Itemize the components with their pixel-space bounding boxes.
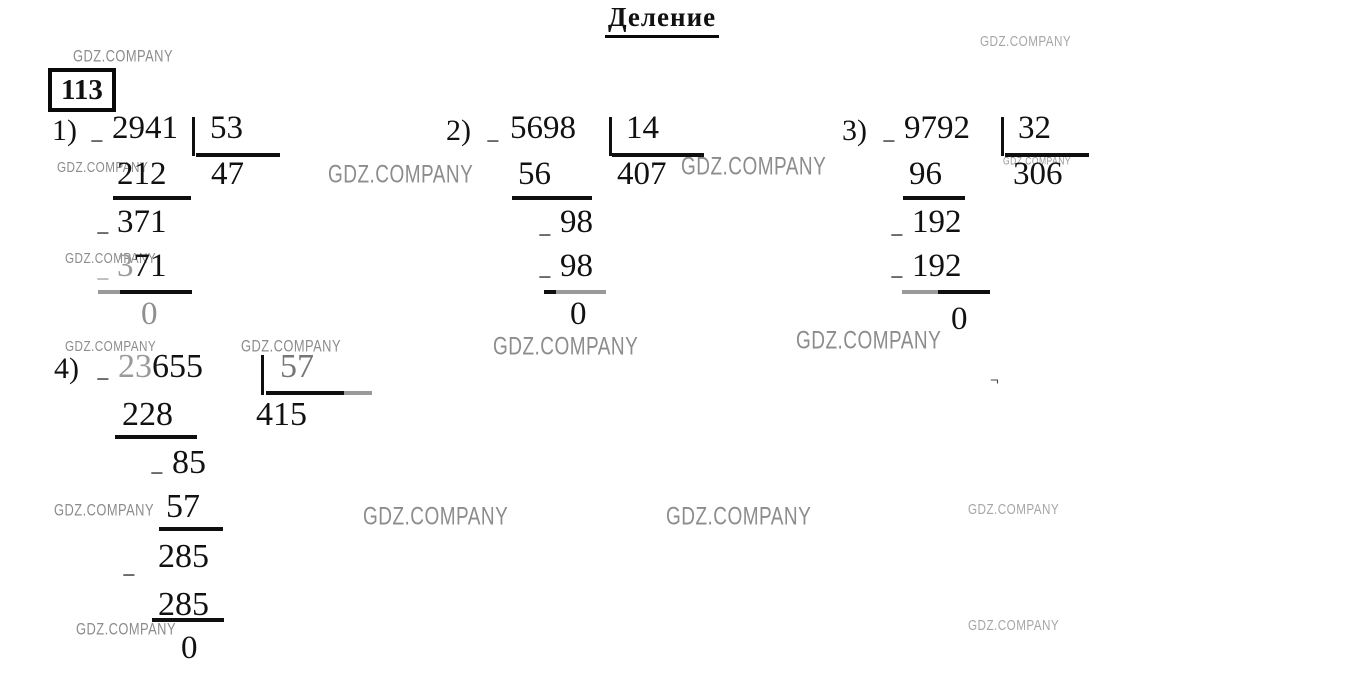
watermark: GDZ.COMPANY (328, 161, 474, 189)
step-underline (938, 290, 990, 294)
watermark: GDZ.COMPANY (65, 249, 157, 267)
watermark: GDZ.COMPANY (968, 616, 1060, 634)
divisor: 14 (626, 110, 659, 146)
quotient: 407 (617, 156, 667, 192)
divisor-underline (612, 153, 704, 157)
minus-sign: − (90, 129, 104, 155)
problem-number: 113 (48, 68, 116, 113)
quotient: 47 (211, 156, 244, 192)
step-underline (113, 196, 191, 200)
minus-sign: − (486, 129, 500, 155)
problem-label: 2) (446, 114, 471, 147)
step-value: 192 (912, 248, 962, 284)
divisor-bar (192, 117, 195, 156)
result-zero: 0 (951, 301, 968, 337)
watermark: GDZ.COMPANY (76, 619, 177, 639)
step-value: 98 (560, 204, 593, 240)
problem-label: 1) (52, 114, 77, 147)
step-value: 228 (122, 396, 173, 433)
minus-sign: − (96, 267, 110, 293)
dividend-faded: 23 (118, 348, 152, 385)
step-value: 192 (912, 204, 962, 240)
stray-mark: ¬ (990, 372, 999, 389)
step-value: 285 (158, 538, 209, 575)
step-value: 57 (166, 488, 200, 525)
problem-label: 4) (54, 352, 79, 385)
dividend: 9792 (904, 110, 970, 146)
divisor: 32 (1018, 110, 1051, 146)
step-underline (152, 618, 224, 622)
step-underline (544, 290, 566, 294)
dividend: 5698 (510, 110, 576, 146)
quotient: 415 (256, 396, 307, 433)
divisor: 57 (280, 348, 314, 385)
minus-sign: − (538, 223, 552, 249)
step-value: 85 (172, 444, 206, 481)
step-underline (512, 196, 592, 200)
minus-sign: − (538, 265, 552, 291)
minus-sign: − (890, 223, 904, 249)
step-underline (115, 435, 197, 439)
watermark: GDZ.COMPANY (1003, 155, 1071, 169)
divisor-underline (196, 153, 280, 157)
watermark: GDZ.COMPANY (57, 158, 149, 176)
minus-sign: − (96, 221, 110, 247)
watermark: GDZ.COMPANY (65, 337, 157, 355)
watermark: GDZ.COMPANY (980, 32, 1072, 50)
step-value-dark: 71 (133, 248, 167, 284)
watermark: GDZ.COMPANY (681, 153, 827, 181)
result-zero: 0 (181, 630, 198, 666)
watermark: GDZ.COMPANY (241, 336, 342, 356)
result-zero: 0 (141, 296, 158, 332)
divisor-underline (266, 391, 344, 395)
watermark: GDZ.COMPANY (666, 503, 812, 531)
minus-sign: − (882, 129, 896, 155)
step-value: 371 (117, 204, 167, 240)
step-value: 96 (909, 156, 942, 192)
step-underline (903, 196, 965, 200)
watermark: GDZ.COMPANY (968, 500, 1060, 518)
step-value-faded: 3 (117, 248, 134, 284)
minus-sign: − (96, 367, 110, 393)
step-value: 56 (518, 156, 551, 192)
divisor-underline (1005, 153, 1089, 157)
watermark: GDZ.COMPANY (493, 333, 639, 361)
watermark: GDZ.COMPANY (363, 503, 509, 531)
divisor-bar (1001, 117, 1004, 156)
step-underline (902, 290, 942, 294)
quotient: 306 (1013, 156, 1063, 192)
divisor-underline (344, 391, 372, 395)
step-underline (159, 527, 223, 531)
step-value: 98 (560, 248, 593, 284)
problem-label: 3) (842, 114, 867, 147)
minus-sign: − (890, 265, 904, 291)
dividend: 23655 (118, 350, 203, 384)
step-value: 371 (117, 250, 167, 283)
watermark: GDZ.COMPANY (796, 327, 942, 355)
step-underline (556, 290, 606, 294)
step-underline (120, 290, 192, 294)
divisor-bar (261, 355, 264, 395)
page-title: Деление (605, 2, 720, 38)
watermark: GDZ.COMPANY (54, 500, 155, 520)
divisor-bar (609, 117, 612, 156)
minus-sign: − (122, 563, 136, 589)
divisor: 53 (210, 110, 243, 146)
result-zero: 0 (570, 296, 587, 332)
step-value: 285 (158, 586, 209, 623)
dividend-dark: 655 (152, 348, 203, 385)
minus-sign: − (150, 461, 164, 487)
dividend: 2941 (112, 110, 178, 146)
step-value: 212 (117, 156, 167, 192)
watermark: GDZ.COMPANY (73, 46, 174, 66)
